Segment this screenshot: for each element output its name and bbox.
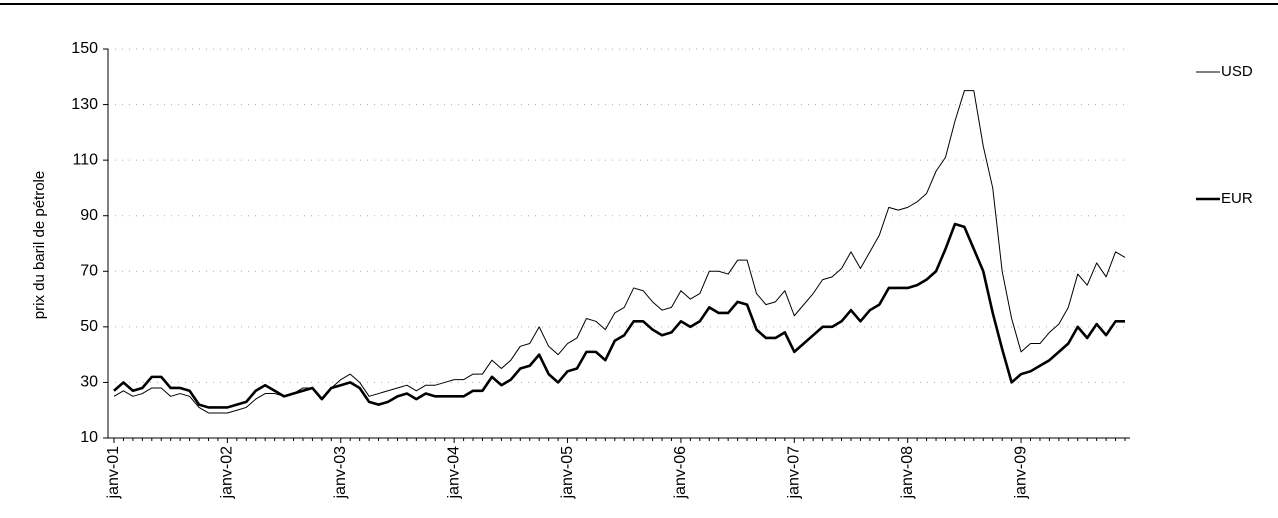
y-tick-label: 130 [71,96,98,113]
y-tick-label: 50 [80,318,98,335]
y-tick-label: 110 [72,151,98,168]
legend-label: USD [1221,63,1253,80]
x-tick-label: janv-06 [672,446,689,500]
x-tick-label: janv-09 [1012,446,1029,500]
series-line [113,222,1125,409]
legend-label: EUR [1221,190,1253,207]
y-axis-label: prix du baril de pétrole [31,171,48,319]
y-tick-label: 70 [80,263,98,280]
y-tick-label: 90 [80,207,98,224]
x-tick-label: janv-02 [219,446,236,500]
y-tick-label: 10 [80,429,98,446]
x-tick-label: janv-07 [786,446,803,500]
y-tick-label: 30 [80,374,98,391]
x-tick-label: janv-03 [332,446,349,500]
series-line [113,90,1126,414]
x-tick-label: janv-05 [559,446,576,500]
x-tick-label: janv-01 [105,446,122,500]
x-tick-label: janv-08 [899,446,916,500]
x-tick-label: janv-04 [445,446,462,500]
y-tick-label: 150 [71,40,98,57]
